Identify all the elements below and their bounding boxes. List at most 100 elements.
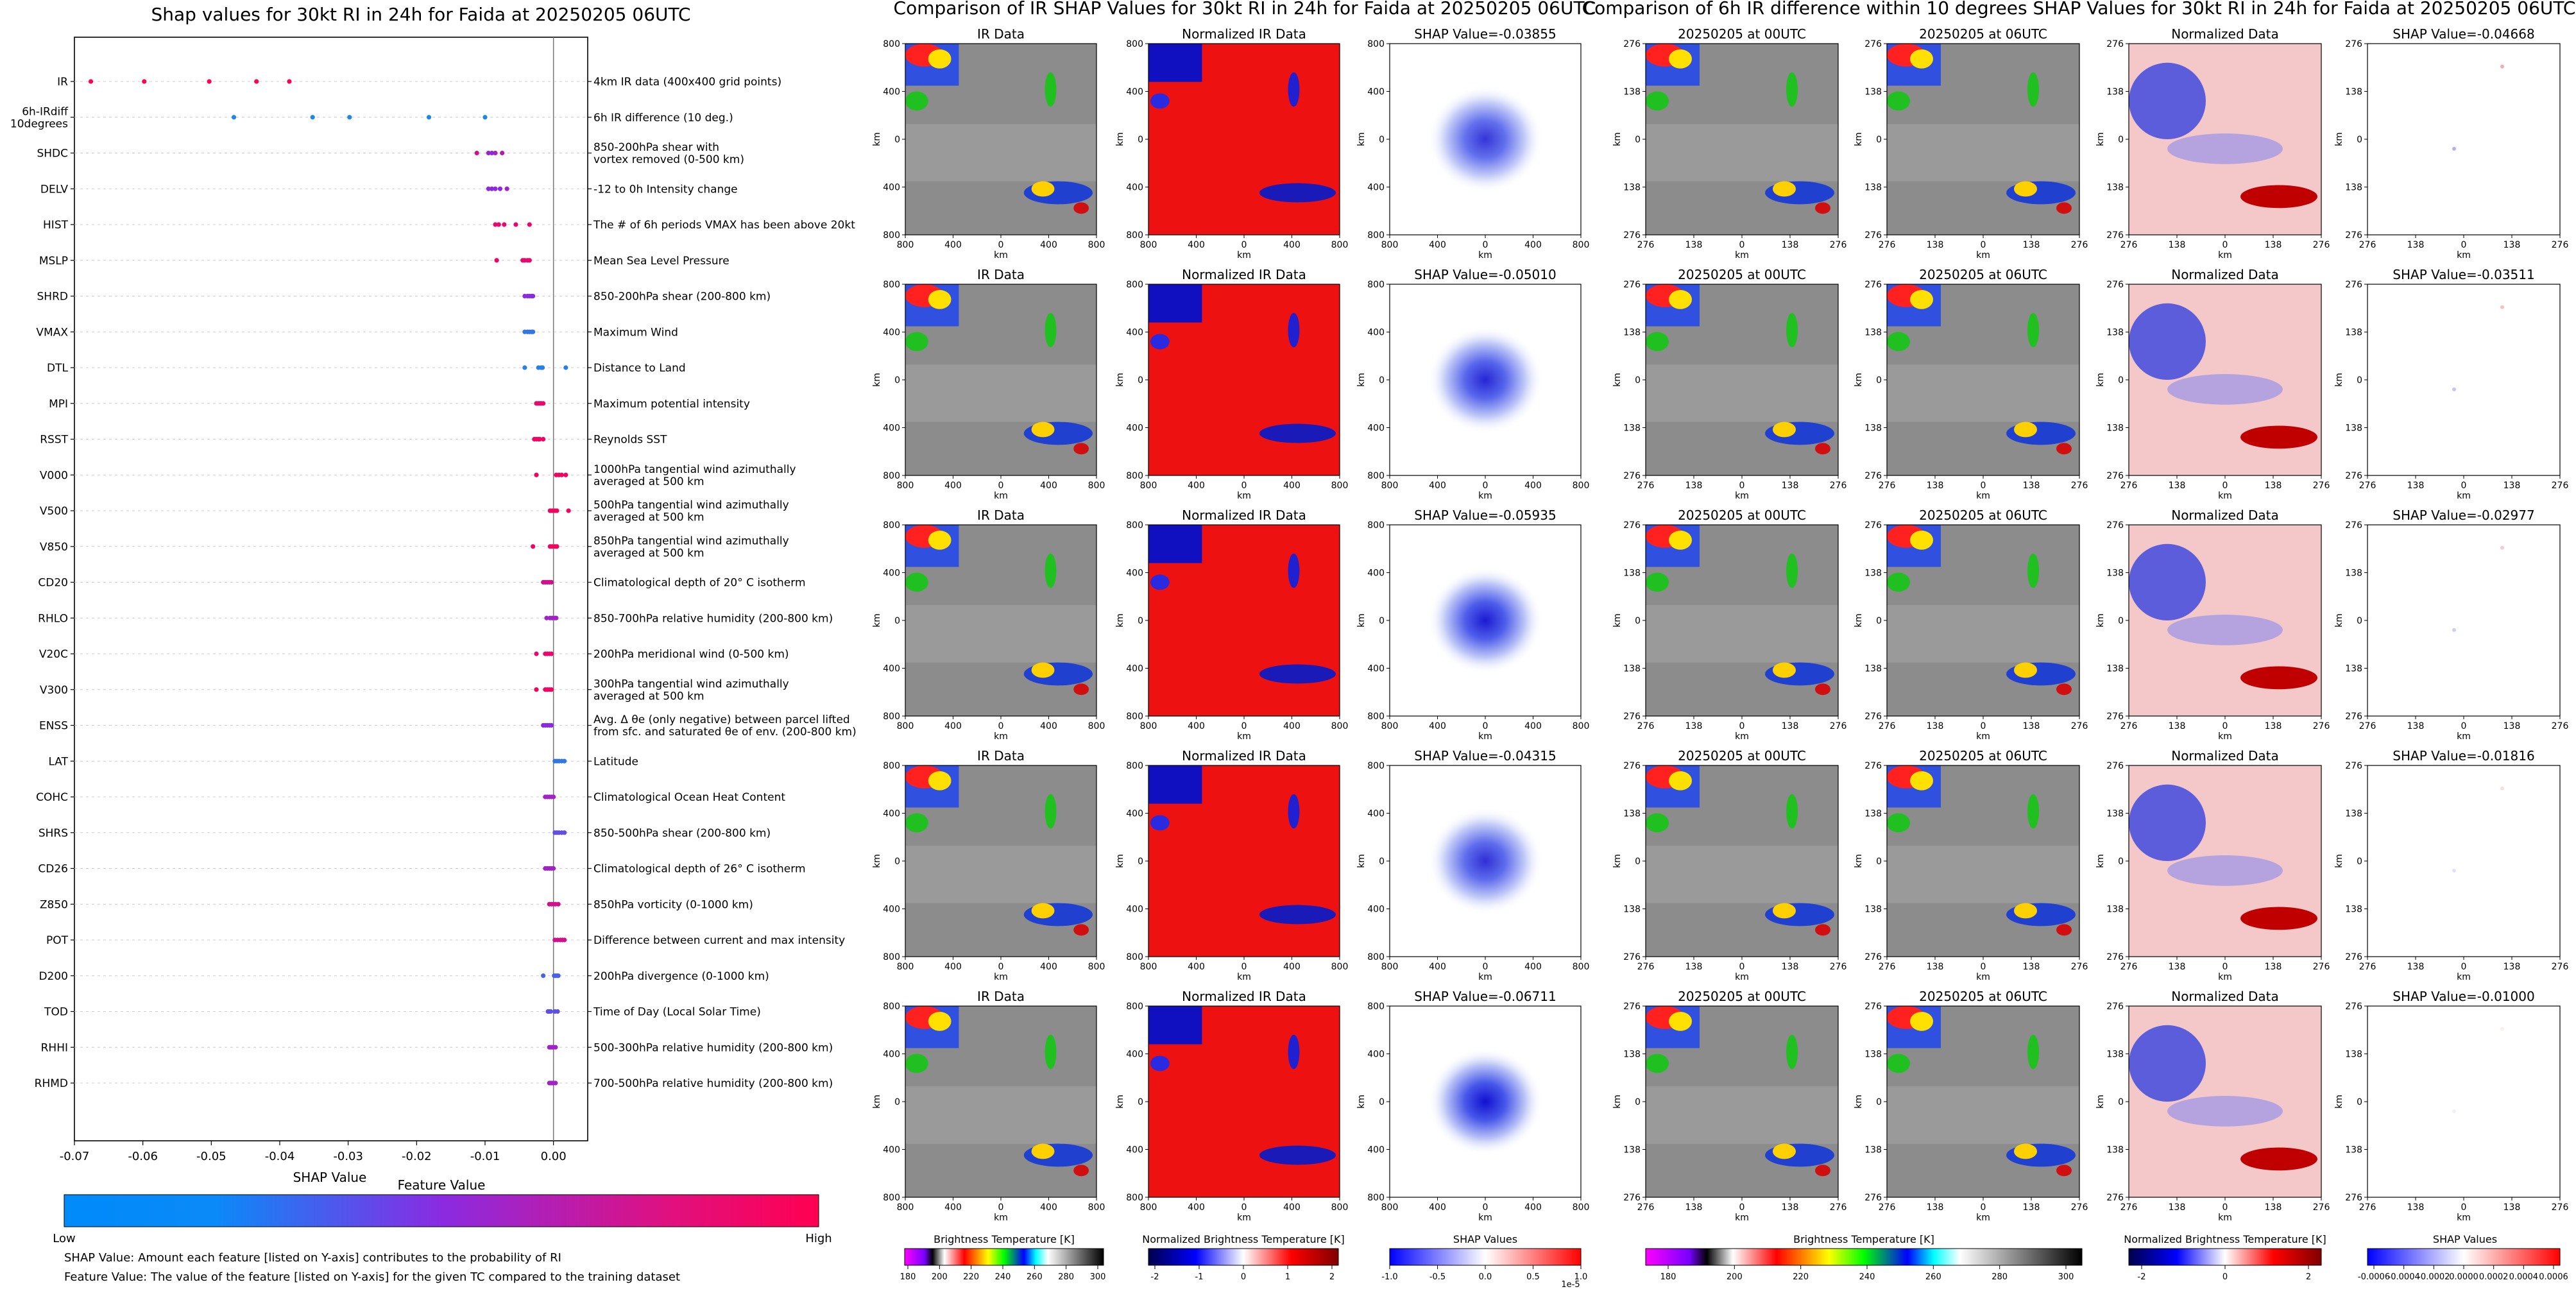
ir-cold-top <box>928 289 951 309</box>
y-axis-label: km <box>2095 132 2106 146</box>
ir-cell-east <box>1786 794 1798 829</box>
y-tick-label: 276 <box>2106 471 2124 481</box>
x-tick-label: 0 <box>1483 240 1488 250</box>
x-tick-label: 276 <box>2313 962 2330 972</box>
y-axis-label: km <box>2334 373 2344 387</box>
x-tick-label: 0 <box>2222 721 2228 731</box>
feature-description: Climatological Ocean Heat Content <box>593 791 785 804</box>
diff-shap-panel: SHAP Value=-0.01816276276138138001381382… <box>2334 748 2568 982</box>
ir-band-core <box>2014 662 2037 678</box>
y-axis-label: km <box>2095 1095 2106 1109</box>
panel-title: Normalized Data <box>2171 989 2279 1004</box>
feature-description: 850-700hPa relative humidity (200-800 km… <box>593 612 833 625</box>
y-tick-label: 400 <box>883 809 900 819</box>
y-axis-label: km <box>872 854 882 868</box>
shap-background <box>2367 1006 2560 1197</box>
feature-description: Mean Sea Level Pressure <box>593 255 729 268</box>
x-tick-label: 800 <box>1381 721 1399 731</box>
y-tick-label: 400 <box>1367 809 1385 819</box>
y-tick-label: 800 <box>1367 39 1385 49</box>
x-tick-label: 400 <box>1040 1202 1057 1213</box>
shap-point <box>496 222 501 227</box>
y-tick-label: 800 <box>1367 1002 1385 1012</box>
y-tick-label: 800 <box>1126 230 1143 241</box>
y-axis-label: km <box>1612 1095 1623 1109</box>
x-tick-label: 276 <box>2313 1202 2330 1213</box>
feature-description: 200hPa meridional wind (0-500 km) <box>593 648 789 661</box>
panel-title: 20250205 at 06UTC <box>1919 26 2047 42</box>
ir-shap-panel: SHAP Value=-0.05935800800400400004004008… <box>1356 508 1589 742</box>
diff-shap-panel: SHAP Value=-0.01000276276138138001381382… <box>2334 989 2568 1223</box>
feature-row: RSST Reynolds SST <box>40 434 667 447</box>
shap-point <box>556 901 561 907</box>
x-tick-label: 400 <box>1429 721 1446 731</box>
shap-speck <box>2452 146 2456 151</box>
x-tick-label: 138 <box>1782 721 1799 731</box>
ir-band-core <box>1773 181 1796 197</box>
shap-background <box>2367 44 2560 235</box>
ir-cell-east <box>2027 1034 2039 1070</box>
x-tick-label: 276 <box>1637 240 1655 250</box>
cbar-tick-label: -1.0 <box>1381 1272 1397 1282</box>
colorbar-low: Low <box>53 1232 75 1245</box>
shap-negative-core <box>1428 85 1543 193</box>
y-tick-label: 138 <box>1864 664 1882 674</box>
y-axis-label: km <box>2095 373 2106 387</box>
shap-point <box>555 1009 560 1014</box>
y-tick-label: 0 <box>2118 616 2124 626</box>
y-tick-label: 0 <box>1876 1097 1882 1107</box>
y-tick-label: 276 <box>2345 1193 2362 1203</box>
y-tick-label: 276 <box>2106 712 2124 722</box>
panel-title: SHAP Value=-0.03511 <box>2393 267 2534 282</box>
x-axis-label: km <box>1237 491 1251 501</box>
norm-warm-band <box>2240 425 2317 449</box>
y-tick-label: 276 <box>1864 520 1882 531</box>
x-tick-label: 138 <box>2169 1202 2186 1213</box>
ir-cloud-band <box>1646 1086 1838 1144</box>
x-tick-label: 400 <box>944 240 962 250</box>
note-feature: Feature Value: The value of the feature … <box>64 1270 680 1284</box>
y-axis-label: km <box>1115 132 1125 146</box>
x-axis-label: km <box>1478 972 1492 982</box>
x-tick-label: 400 <box>1188 962 1205 972</box>
x-tick-label: 138 <box>2503 1202 2521 1213</box>
diff-shap-panel: SHAP Value=-0.02977276276138138001381382… <box>2334 508 2568 742</box>
x-tick-label: 400 <box>1040 721 1057 731</box>
norm-band-south <box>1259 423 1336 443</box>
y-tick-label: 276 <box>1623 471 1641 481</box>
ir-cell-west <box>1646 813 1669 833</box>
x-tick-label: 800 <box>1381 240 1399 250</box>
y-tick-label: 0 <box>1138 135 1143 145</box>
x-axis-label: km <box>1976 1213 1990 1223</box>
norm-warm-band <box>2240 666 2317 690</box>
y-tick-label: 400 <box>1126 568 1143 579</box>
shap-point <box>534 472 539 477</box>
y-tick-label: 0 <box>894 616 900 626</box>
x-tick-label: -0.02 <box>402 1150 432 1163</box>
cbar-tick-label: 260 <box>1925 1272 1941 1282</box>
shap-point <box>566 508 571 513</box>
x-tick-label: 138 <box>1782 240 1799 250</box>
y-tick-label: 0 <box>2357 375 2362 386</box>
x-tick-label: 800 <box>1573 1202 1590 1213</box>
cbar-tick-label: -2 <box>2138 1272 2146 1282</box>
x-tick-label: 0 <box>1739 962 1745 972</box>
y-axis-label: km <box>1612 373 1623 387</box>
ir-cloud-band <box>1646 124 1838 182</box>
x-tick-label: 0 <box>2461 1202 2467 1213</box>
x-tick-label: -0.06 <box>128 1150 158 1163</box>
y-tick-label: 276 <box>2106 520 2124 531</box>
norm-cell-west <box>1150 93 1170 109</box>
x-tick-label: 138 <box>1927 481 1944 491</box>
feature-row: RHLO 850-700hPa relative humidity (200-80… <box>38 612 833 625</box>
y-axis-label: km <box>1356 132 1367 146</box>
diff-row: 20250205 at 00UTC27627613813800138138276… <box>1612 26 2568 260</box>
x-tick-label: 0 <box>1483 962 1488 972</box>
panel-title: SHAP Value=-0.02977 <box>2393 508 2534 523</box>
x-axis-label: km <box>1478 1213 1492 1223</box>
cbar-tick-label: 300 <box>2058 1272 2074 1282</box>
y-axis-label: km <box>1854 854 1864 868</box>
ir-cbar-norm-ticks: -2 -1 0 1 2 <box>1151 1265 1335 1282</box>
y-tick-label: 800 <box>1126 1193 1143 1203</box>
ir-cold-top <box>1669 49 1692 69</box>
